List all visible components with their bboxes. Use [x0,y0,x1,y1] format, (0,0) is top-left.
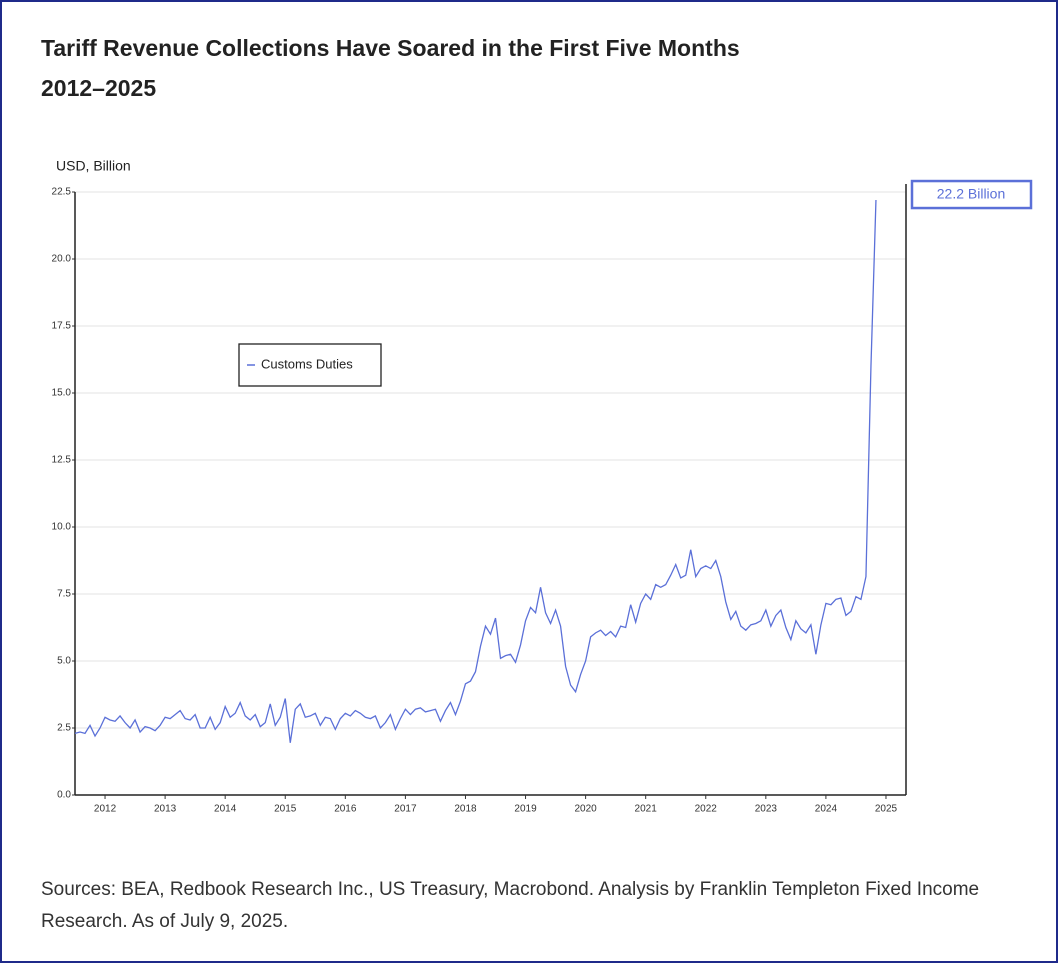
chart-title: Tariff Revenue Collections Have Soared i… [41,35,740,61]
x-tick-label: 2019 [514,804,537,815]
x-tick-label: 2021 [635,804,658,815]
y-tick-label: 0.0 [57,790,71,801]
x-tick-label: 2017 [394,804,417,815]
x-tick-label: 2024 [815,804,838,815]
y-tick-label: 10.0 [52,522,72,533]
y-tick-label: 12.5 [52,455,72,466]
x-tick-label: 2022 [695,804,718,815]
x-tick-label: 2025 [875,804,898,815]
y-tick-label: 5.0 [57,656,71,667]
y-axis-label: USD, Billion [56,158,131,174]
data-line [74,200,877,743]
y-tick-label: 7.5 [57,589,71,600]
source-note: Sources: BEA, Redbook Research Inc., US … [41,879,980,932]
x-tick-label: 2016 [334,804,357,815]
x-tick-label: 2013 [154,804,177,815]
x-tick-label: 2023 [755,804,778,815]
y-tick-label: 22.5 [52,187,72,198]
x-tick-label: 2012 [94,804,117,815]
y-tick-label: 17.5 [52,321,72,332]
y-tick-label: 2.5 [57,723,71,734]
x-tick-label: 2020 [574,804,597,815]
legend-label: Customs Duties [261,356,353,371]
value-label: 22.2 Billion [937,186,1006,202]
x-tick-label: 2015 [274,804,297,815]
value-label-box [910,179,1033,210]
y-tick-label: 15.0 [52,388,72,399]
y-tick-label: 20.0 [52,254,72,265]
x-tick-label: 2014 [214,804,237,815]
x-tick-label: 2018 [454,804,477,815]
legend-box [238,343,382,387]
chart-subtitle: 2012–2025 [41,75,156,101]
